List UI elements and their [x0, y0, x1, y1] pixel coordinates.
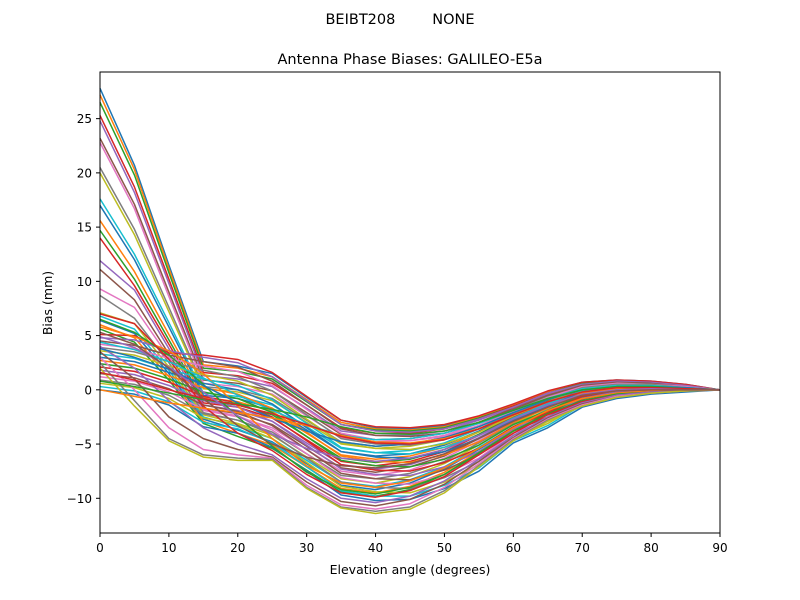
x-tick-label: 90: [712, 541, 727, 555]
series-line-56: [99, 331, 720, 469]
x-axis-label: Elevation angle (degrees): [330, 562, 491, 577]
series-line-28: [99, 346, 721, 446]
series-line-43: [99, 318, 721, 495]
series-line-35: [99, 369, 720, 477]
y-tick-label: −5: [74, 438, 92, 452]
x-tick-label: 30: [299, 541, 314, 555]
chart-title: Antenna Phase Biases: GALILEO-E5a: [278, 52, 543, 68]
plot-lines: [99, 87, 721, 515]
y-tick-label: 5: [84, 329, 92, 343]
series-line-26: [99, 340, 721, 438]
x-tick-label: 20: [230, 541, 245, 555]
x-tick-label: 80: [643, 541, 658, 555]
series-line-49: [99, 367, 721, 515]
series-line-50: [99, 341, 721, 441]
figure-suptitle: BEIBT208 NONE: [325, 12, 474, 28]
series-line-42: [99, 326, 720, 489]
y-axis-label: Bias (mm): [40, 271, 55, 335]
y-tick-label: 15: [77, 221, 92, 235]
x-tick-label: 40: [368, 541, 383, 555]
plot-frame: [99, 71, 721, 534]
x-tick-label: 70: [575, 541, 590, 555]
y-tick-label: 10: [77, 275, 92, 289]
series-line-45: [99, 345, 721, 504]
series-line-55: [99, 335, 720, 463]
series-line-32: [99, 359, 721, 464]
y-axis-ticks: −10 −5 0 5 10 15 20 25: [67, 112, 100, 506]
x-tick-label: 10: [161, 541, 176, 555]
x-tick-label: 50: [437, 541, 452, 555]
series-line-27: [99, 343, 721, 442]
x-axis-ticks: 0 10 20 30 40 50 60 70 80 90: [96, 533, 728, 555]
y-tick-label: 20: [77, 166, 92, 180]
x-tick-label: 0: [96, 541, 104, 555]
x-tick-label: 60: [506, 541, 521, 555]
y-tick-label: −10: [67, 492, 92, 506]
series-line-24: [99, 333, 721, 429]
series-line-25: [99, 337, 721, 433]
series-line-47: [99, 356, 721, 510]
y-tick-label: 25: [77, 112, 92, 126]
y-tick-label: 0: [84, 383, 92, 397]
series-line-53: [99, 380, 721, 436]
